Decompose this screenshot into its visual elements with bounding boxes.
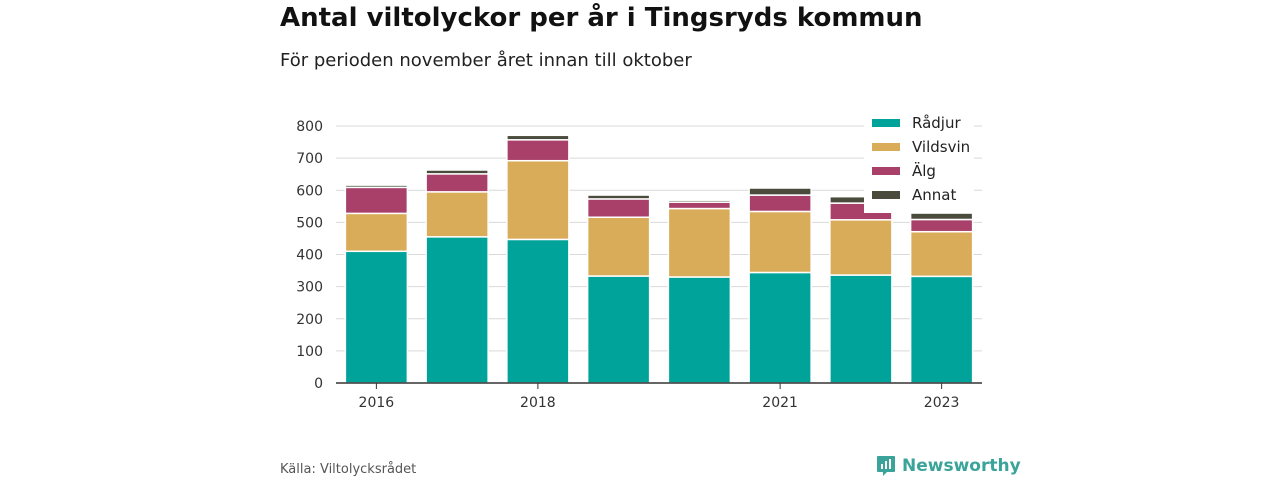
y-tick-label: 800 — [296, 119, 323, 135]
bar-segment-rådjur-2022 — [829, 274, 893, 384]
x-tick-label: 2016 — [359, 395, 395, 411]
bar-segment-vildsvin-2021 — [748, 210, 812, 274]
bar-segment-vildsvin-2016 — [344, 212, 409, 253]
bar-segment-annat-2021 — [748, 187, 812, 196]
bar-segment-älg-2017 — [425, 173, 489, 193]
y-tick-label: 0 — [314, 376, 323, 392]
x-tick-label: 2023 — [924, 395, 960, 411]
bars — [344, 134, 974, 384]
legend: Rådjur Vildsvin Älg Annat — [864, 108, 974, 213]
chart-subtitle: För perioden november året innan till ok… — [280, 50, 692, 71]
y-tick-label: 400 — [296, 248, 323, 264]
bar-segment-älg-2021 — [748, 194, 812, 213]
x-tick-label: 2018 — [520, 395, 556, 411]
bar-segment-rådjur-2016 — [344, 250, 409, 384]
bar-segment-vildsvin-2023 — [909, 230, 974, 278]
y-tick-label: 100 — [296, 344, 323, 360]
x-axis-ticks: 2016 2018 2021 2023 — [359, 383, 960, 411]
bar-segment-rådjur-2020 — [667, 276, 732, 384]
legend-item-vildsvin: Vildsvin — [864, 135, 974, 159]
legend-swatch-annat — [872, 191, 900, 199]
bar-segment-vildsvin-2022 — [829, 219, 893, 276]
bar-segment-älg-2018 — [506, 139, 570, 162]
source-note: Källa: Viltolycksrådet — [280, 462, 417, 477]
x-tick-label: 2021 — [762, 395, 798, 411]
bar-segment-vildsvin-2017 — [425, 191, 489, 238]
bar-segment-rådjur-2021 — [748, 271, 812, 384]
y-tick-label: 700 — [296, 151, 323, 167]
bar-segment-älg-2019 — [586, 198, 651, 218]
bar-segment-annat-2016 — [344, 184, 409, 189]
y-axis-ticks: 0 100 200 300 400 500 600 700 800 — [296, 119, 323, 392]
brand[interactable]: Newsworthy — [876, 455, 1021, 477]
chart-title: Antal viltolyckor per år i Tingsryds kom… — [280, 3, 923, 33]
legend-label-alg: Älg — [912, 162, 936, 180]
y-tick-label: 300 — [296, 280, 323, 296]
y-tick-label: 200 — [296, 312, 323, 328]
newsworthy-logo-icon — [877, 456, 895, 476]
legend-item-annat: Annat — [864, 183, 974, 207]
y-tick-label: 500 — [296, 215, 323, 231]
bar-segment-rådjur-2023 — [909, 275, 974, 384]
legend-label-annat: Annat — [912, 186, 957, 204]
brand-name: Newsworthy — [902, 456, 1021, 476]
y-tick-label: 600 — [296, 183, 323, 199]
legend-item-radjur: Rådjur — [864, 111, 974, 135]
bar-segment-älg-2016 — [344, 186, 409, 215]
bar-segment-vildsvin-2020 — [667, 207, 732, 278]
legend-label-vildsvin: Vildsvin — [912, 138, 971, 156]
bar-segment-rådjur-2017 — [425, 236, 489, 384]
legend-label-radjur: Rådjur — [912, 114, 961, 132]
bar-segment-älg-2023 — [909, 218, 974, 233]
bar-segment-vildsvin-2018 — [506, 159, 570, 241]
legend-item-alg: Älg — [864, 159, 974, 183]
legend-swatch-radjur — [872, 119, 900, 127]
legend-swatch-vildsvin — [872, 143, 900, 151]
bar-segment-vildsvin-2019 — [586, 216, 651, 277]
bar-segment-annat-2020 — [667, 199, 732, 203]
legend-swatch-alg — [872, 167, 900, 175]
bar-segment-rådjur-2019 — [586, 275, 651, 384]
bar-segment-annat-2017 — [425, 169, 489, 175]
bar-segment-annat-2019 — [586, 194, 651, 200]
bar-segment-annat-2018 — [506, 134, 570, 141]
bar-segment-rådjur-2018 — [506, 238, 570, 384]
bar-segment-annat-2023 — [909, 212, 974, 221]
bar-segment-älg-2020 — [667, 201, 732, 210]
